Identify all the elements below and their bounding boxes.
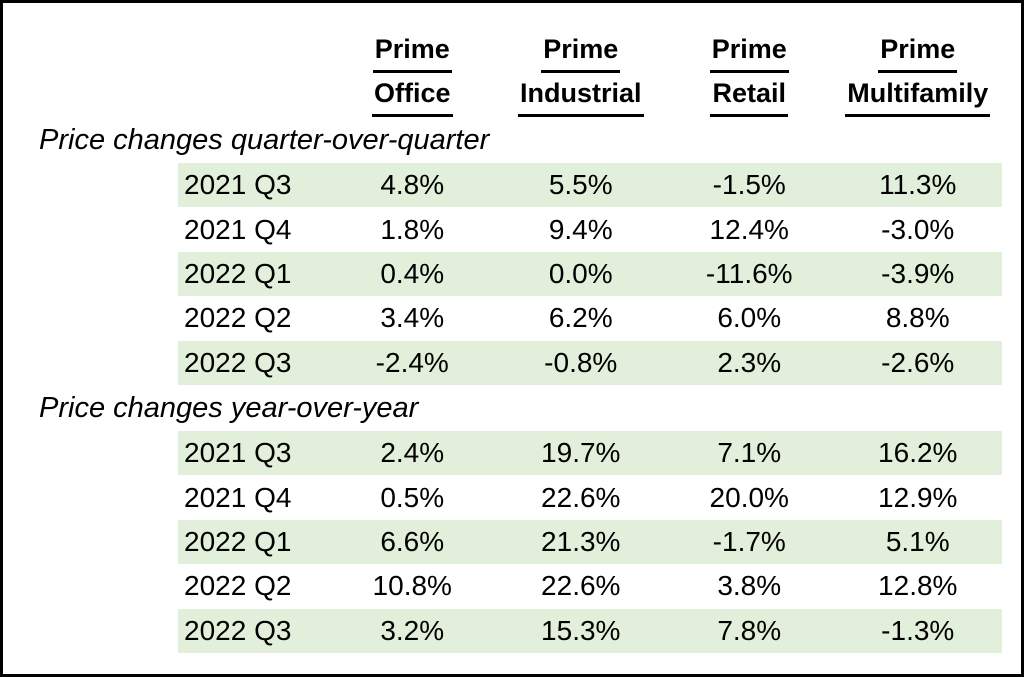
column-header-multifamily: Prime Multifamily [834, 29, 1003, 117]
cell-value: 0.4% [380, 257, 445, 289]
cell-value: 3.8% [717, 570, 782, 602]
cell-value: 2.3% [717, 346, 782, 378]
cell-value: -2.4% [375, 346, 449, 378]
row-label: 2022 Q2 [184, 302, 292, 334]
cell-value: 21.3% [541, 525, 621, 557]
section-title-1: Price changes year-over-year [39, 391, 419, 424]
table-row: 2021 Q4 1.8% 9.4% 12.4% -3.0% [178, 207, 1002, 251]
cell-value: 9.4% [548, 213, 613, 245]
table-row: 2022 Q3 3.2% 15.3% 7.8% -1.3% [178, 608, 1002, 653]
cell-value: 12.4% [709, 213, 789, 245]
cell-value: 2.4% [380, 437, 445, 469]
cell-value: 8.8% [885, 302, 950, 334]
cell-value: -0.8% [544, 346, 618, 378]
cell-value: 11.3% [879, 169, 957, 201]
table-row: 2022 Q3 -2.4% -0.8% 2.3% -2.6% [178, 340, 1002, 385]
row-label: 2021 Q4 [184, 213, 292, 245]
row-label: 2021 Q4 [184, 481, 292, 513]
cell-value: 3.2% [380, 614, 445, 646]
cell-value: 7.1% [717, 437, 782, 469]
table-row: 2021 Q3 4.8% 5.5% -1.5% 11.3% [178, 163, 1002, 208]
column-header-retail: Prime Retail [665, 29, 834, 117]
cell-value: 5.5% [548, 169, 613, 201]
cell-value: -3.0% [881, 213, 955, 245]
cell-value: 6.6% [380, 525, 445, 557]
column-header-text: Office [371, 73, 453, 117]
table-root: Prime Office Prime Industrial Prime Retail Pri… [3, 29, 1021, 653]
row-label: 2022 Q2 [184, 570, 292, 602]
cell-value: 12.9% [878, 481, 958, 513]
section-title-0: Price changes quarter-over-quarter [39, 124, 490, 156]
cell-value: 22.6% [541, 481, 621, 513]
cell-value: -1.3% [881, 614, 955, 646]
table-row: 2022 Q2 10.8% 22.6% 3.8% 12.8% [178, 564, 1002, 608]
table-row: 2021 Q4 0.5% 22.6% 20.0% 12.9% [178, 475, 1002, 519]
column-header-text: Prime [541, 29, 621, 73]
cell-value: 7.8% [717, 614, 782, 646]
column-header-industrial: Prime Industrial [497, 29, 666, 117]
row-label: 2021 Q3 [184, 169, 292, 201]
row-label: 2021 Q3 [184, 437, 292, 469]
table-row: 2022 Q2 3.4% 6.2% 6.0% 8.8% [178, 296, 1002, 340]
cell-value: 6.2% [548, 302, 613, 334]
row-label: 2022 Q1 [184, 257, 292, 289]
table-row: 2021 Q3 2.4% 19.7% 7.1% 16.2% [178, 430, 1002, 476]
column-header-text: Prime [878, 29, 958, 73]
column-header-text: Prime [709, 29, 789, 73]
column-header-office: Prime Office [328, 29, 497, 117]
table-row: 2022 Q1 0.4% 0.0% -11.6% -3.9% [178, 251, 1002, 297]
cell-value: 22.6% [541, 570, 621, 602]
row-label: 2022 Q3 [184, 614, 292, 646]
column-header-text: Industrial [517, 73, 644, 117]
row-label: 2022 Q3 [184, 346, 292, 378]
header-spacer [178, 29, 328, 117]
cell-value: 12.8% [878, 570, 958, 602]
cell-value: 0.5% [380, 481, 445, 513]
table-row: 2022 Q1 6.6% 21.3% -1.7% 5.1% [178, 519, 1002, 565]
cell-value: 5.1% [885, 525, 950, 557]
column-header-text: Prime [372, 29, 452, 73]
column-header-text: Multifamily [845, 73, 991, 117]
cell-value: 15.3% [541, 614, 621, 646]
cell-value: -3.9% [881, 257, 955, 289]
cell-value: 4.8% [380, 169, 445, 201]
cell-value: 1.8% [380, 213, 445, 245]
column-header-text: Retail [710, 73, 789, 117]
cell-value: -1.7% [712, 525, 786, 557]
column-header-row: Prime Office Prime Industrial Prime Retail Pri… [178, 29, 1002, 117]
cell-value: 16.2% [878, 437, 958, 469]
cell-value: -11.6% [705, 257, 793, 289]
cell-value: 3.4% [380, 302, 445, 334]
cell-value: 19.7% [541, 437, 621, 469]
cell-value: -2.6% [881, 346, 955, 378]
cell-value: 6.0% [717, 302, 782, 334]
row-label: 2022 Q1 [184, 525, 292, 557]
cell-value: 20.0% [709, 481, 789, 513]
cell-value: 0.0% [548, 257, 613, 289]
cell-value: -1.5% [712, 169, 786, 201]
cell-value: 10.8% [372, 570, 452, 602]
